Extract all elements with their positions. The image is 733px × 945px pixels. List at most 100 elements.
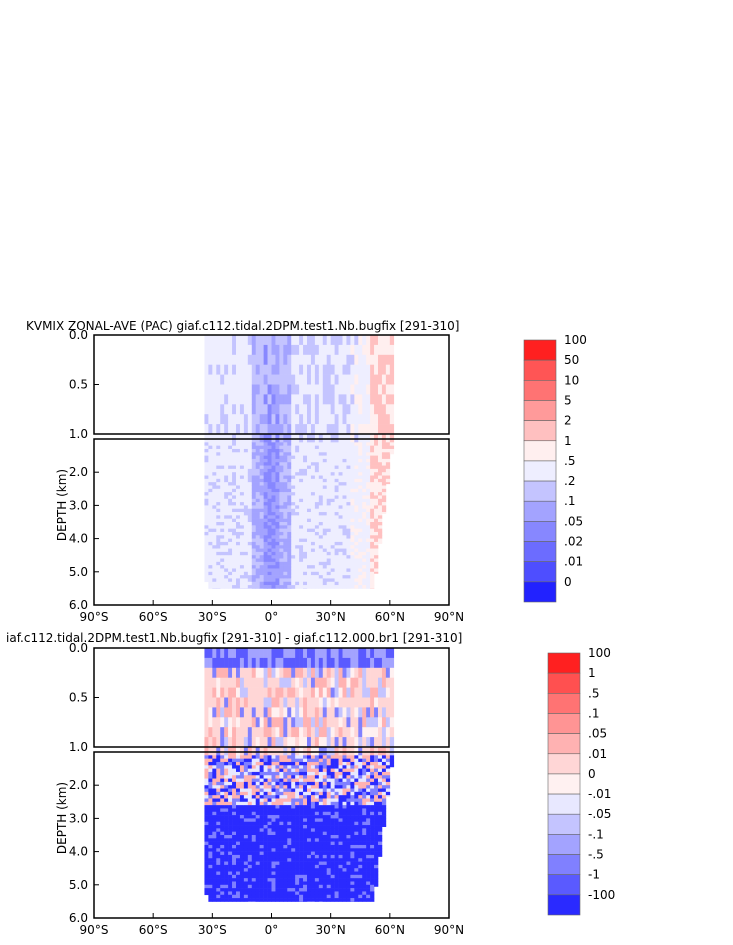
heatmap-cell	[279, 424, 284, 435]
heatmap-cell	[330, 458, 335, 463]
heatmap-cell	[212, 791, 217, 796]
heatmap-cell	[239, 687, 245, 698]
heatmap-cell	[299, 808, 304, 813]
heatmap-cell	[299, 841, 304, 846]
heatmap-cell	[326, 424, 331, 435]
heatmap-cell	[255, 898, 260, 902]
heatmap-cell	[228, 452, 233, 456]
heatmap-cell	[263, 541, 268, 546]
heatmap-cell	[204, 535, 209, 539]
heatmap-cell	[220, 354, 225, 365]
heatmap-cell	[307, 442, 312, 446]
heatmap-cell	[310, 864, 316, 869]
heatmap-cell	[330, 541, 335, 546]
heatmap-cell	[334, 495, 339, 500]
heatmap-cell	[299, 525, 304, 529]
heatmap-cell	[216, 551, 221, 556]
heatmap-cell	[295, 788, 300, 793]
heatmap-cell	[354, 737, 359, 748]
heatmap-cell	[354, 545, 359, 549]
heatmap-cell	[338, 891, 343, 896]
heatmap-cell	[354, 452, 359, 456]
heatmap-cell	[326, 571, 331, 576]
heatmap-cell	[314, 455, 320, 460]
heatmap-cell	[310, 778, 316, 783]
heatmap-cell	[350, 505, 355, 510]
heatmap-cell	[299, 515, 304, 519]
heatmap-cell	[216, 768, 221, 773]
heatmap-cell	[232, 374, 237, 385]
heatmap-cell	[259, 778, 264, 783]
heatmap-cell	[239, 891, 245, 896]
heatmap-cell	[232, 528, 237, 533]
y-tick-label: 1.0	[69, 427, 88, 441]
heatmap-cell	[251, 508, 257, 513]
heatmap-cell	[310, 394, 316, 405]
heatmap-cell	[267, 815, 272, 819]
heatmap-cell	[307, 815, 312, 819]
heatmap-cell	[307, 488, 312, 493]
heatmap-cell	[366, 575, 371, 579]
heatmap-cell	[342, 761, 347, 766]
heatmap-cell	[232, 492, 237, 496]
heatmap-cell	[334, 677, 339, 688]
heatmap-cell	[283, 541, 288, 546]
heatmap-cell	[287, 561, 292, 566]
heatmap-cell	[283, 448, 288, 453]
heatmap-cell	[358, 707, 363, 718]
heatmap-cell	[322, 815, 328, 819]
heatmap-cell	[350, 878, 355, 882]
heatmap-cell	[354, 765, 359, 769]
heatmap-cell	[279, 805, 284, 809]
heatmap-cell	[338, 485, 343, 490]
heatmap-cell	[259, 374, 264, 385]
heatmap-cell	[220, 844, 225, 849]
heatmap-cell	[342, 498, 347, 503]
heatmap-cell	[310, 878, 316, 882]
heatmap-cell	[216, 555, 221, 559]
heatmap-cell	[239, 492, 245, 496]
heatmap-cell	[338, 528, 343, 533]
heatmap-cell	[299, 801, 304, 806]
heatmap-cell	[228, 492, 233, 496]
heatmap-cell	[220, 485, 225, 490]
heatmap-cell	[267, 677, 272, 688]
heatmap-cell	[239, 488, 245, 493]
heatmap-cell	[255, 791, 260, 796]
heatmap-cell	[232, 864, 237, 869]
heatmap-cell	[366, 687, 371, 698]
heatmap-cell	[220, 525, 225, 529]
heatmap-cell	[236, 344, 241, 356]
heatmap-cell	[303, 551, 308, 556]
heatmap-cell	[342, 791, 347, 796]
heatmap-cell	[303, 531, 308, 536]
heatmap-cell	[212, 785, 217, 789]
heatmap-cell	[299, 677, 304, 688]
heatmap-cell	[358, 768, 363, 773]
heatmap-cell	[291, 485, 296, 490]
heatmap-cell	[251, 871, 257, 876]
heatmap-cell	[314, 838, 320, 842]
heatmap-cell	[303, 898, 308, 902]
heatmap-cell	[271, 871, 276, 876]
heatmap-cell	[275, 785, 280, 789]
heatmap-cell	[326, 854, 331, 859]
heatmap-cell	[307, 465, 312, 470]
heatmap-cell	[283, 818, 288, 823]
heatmap-cell	[338, 825, 343, 829]
heatmap-cell	[299, 765, 304, 769]
heatmap-cell	[283, 571, 288, 576]
heatmap-cell	[228, 758, 233, 763]
heatmap-cell	[251, 894, 257, 899]
heatmap-cell	[236, 568, 241, 573]
heatmap-cell	[251, 394, 257, 405]
heatmap-cell	[243, 825, 249, 829]
heatmap-cell	[354, 768, 359, 773]
heatmap-cell	[346, 585, 351, 589]
heatmap-cell	[303, 518, 308, 523]
heatmap-cell	[251, 404, 257, 415]
heatmap-cell	[307, 781, 312, 786]
heatmap-cell	[314, 525, 320, 529]
heatmap-cell	[342, 344, 347, 356]
heatmap-cell	[326, 455, 331, 460]
